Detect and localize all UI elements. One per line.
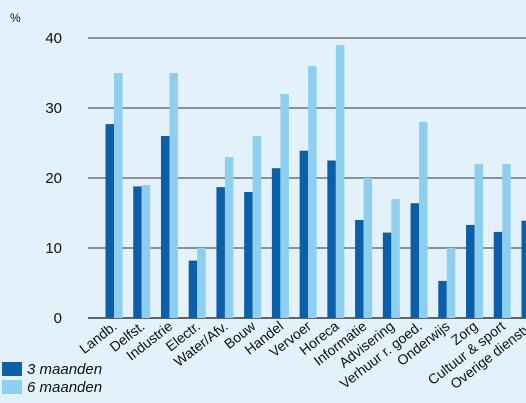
bar-series2 [169, 73, 178, 318]
bar-series1 [493, 231, 503, 318]
y-tick-label: 40 [45, 30, 62, 47]
y-tick-label: 0 [54, 310, 62, 327]
bar-series1 [299, 150, 309, 318]
bar-series1 [271, 168, 281, 318]
bar-series1 [160, 136, 170, 318]
bar-series2 [114, 73, 123, 318]
bar-series2 [308, 66, 317, 318]
bar-series1 [438, 280, 447, 318]
bar-series2 [197, 248, 206, 318]
bar-series1 [244, 192, 253, 318]
bar-series2 [474, 164, 484, 318]
bar-series1 [355, 220, 364, 318]
bar-series1 [521, 220, 526, 318]
legend-label: 3 maanden [27, 361, 102, 378]
bar-series1 [466, 224, 475, 318]
bar-series2 [363, 178, 373, 318]
bar-series2 [419, 122, 428, 318]
bar-series2 [502, 164, 511, 318]
bars [105, 45, 526, 318]
bar-series1 [410, 203, 420, 318]
bar-series2 [280, 94, 289, 318]
bar-series1 [216, 187, 225, 318]
bar-series2 [446, 248, 456, 318]
bar-series2 [141, 185, 151, 318]
bar-series2 [335, 45, 345, 318]
y-tick-label: 30 [45, 100, 62, 117]
legend-swatch [2, 362, 22, 376]
bar-series1 [382, 232, 392, 318]
y-tick-labels: 0 10 20 30 40 [45, 30, 62, 327]
bar-series1 [133, 186, 142, 318]
bar-series2 [252, 136, 262, 318]
category-labels: Landb.Delfst.IndustrieElectr.Water/Afv.B… [76, 317, 526, 392]
bar-series1 [327, 160, 336, 318]
y-tick-label: 20 [45, 170, 62, 187]
y-unit-label: % [10, 11, 21, 25]
bar-series1 [105, 124, 114, 318]
bar-series2 [391, 199, 400, 318]
legend-swatch [2, 380, 22, 394]
legend-label: 6 maanden [27, 379, 102, 396]
y-tick-label: 10 [45, 240, 62, 257]
bar-series2 [224, 157, 234, 318]
bar-series1 [188, 260, 198, 318]
